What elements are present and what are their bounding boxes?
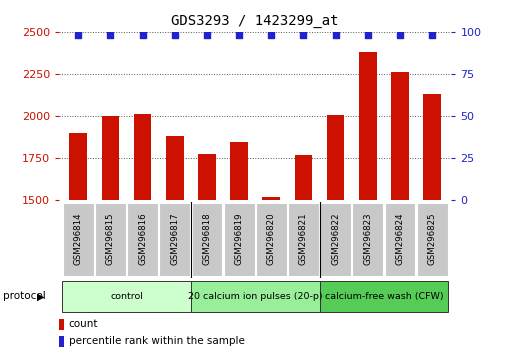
- Bar: [391, 72, 409, 200]
- Point: [267, 33, 275, 38]
- Text: GSM296815: GSM296815: [106, 212, 115, 265]
- Bar: [69, 133, 87, 200]
- Point: [139, 33, 147, 38]
- Bar: [417, 203, 447, 276]
- Point: [428, 33, 436, 38]
- Bar: [320, 203, 351, 276]
- Text: GSM296821: GSM296821: [299, 212, 308, 265]
- Bar: [59, 336, 64, 347]
- Bar: [102, 116, 120, 200]
- Text: protocol: protocol: [3, 291, 45, 302]
- Text: GSM296820: GSM296820: [267, 212, 276, 265]
- Point: [171, 33, 179, 38]
- Point: [396, 33, 404, 38]
- Bar: [166, 136, 184, 200]
- Bar: [134, 114, 151, 200]
- Point: [106, 33, 114, 38]
- Text: count: count: [69, 319, 98, 329]
- Point: [74, 33, 83, 38]
- Bar: [198, 154, 216, 200]
- Bar: [191, 281, 320, 312]
- Text: GSM296825: GSM296825: [428, 212, 437, 265]
- Bar: [62, 281, 191, 312]
- Text: calcium-free wash (CFW): calcium-free wash (CFW): [325, 292, 443, 301]
- Point: [203, 33, 211, 38]
- Bar: [256, 203, 287, 276]
- Point: [300, 33, 308, 38]
- Bar: [191, 203, 223, 276]
- Bar: [327, 115, 345, 200]
- Bar: [294, 155, 312, 200]
- Text: 20 calcium ion pulses (20-p): 20 calcium ion pulses (20-p): [188, 292, 323, 301]
- Text: GSM296817: GSM296817: [170, 212, 180, 265]
- Text: GSM296816: GSM296816: [138, 212, 147, 265]
- Bar: [230, 142, 248, 200]
- Bar: [160, 203, 190, 276]
- Point: [331, 33, 340, 38]
- Text: percentile rank within the sample: percentile rank within the sample: [69, 336, 245, 346]
- Bar: [224, 203, 254, 276]
- Bar: [95, 203, 126, 276]
- Text: GSM296818: GSM296818: [203, 212, 211, 265]
- Text: GSM296814: GSM296814: [74, 212, 83, 265]
- Point: [235, 33, 243, 38]
- Text: GSM296824: GSM296824: [396, 212, 404, 265]
- Bar: [263, 196, 280, 200]
- Bar: [59, 319, 64, 330]
- Bar: [127, 203, 158, 276]
- Text: GSM296822: GSM296822: [331, 212, 340, 265]
- Text: GSM296819: GSM296819: [234, 212, 244, 264]
- Bar: [352, 203, 383, 276]
- Point: [364, 33, 372, 38]
- Bar: [63, 203, 94, 276]
- Bar: [385, 203, 416, 276]
- Text: ▶: ▶: [37, 291, 45, 302]
- Bar: [359, 52, 377, 200]
- Text: control: control: [110, 292, 143, 301]
- Bar: [423, 94, 441, 200]
- Bar: [320, 281, 448, 312]
- Bar: [288, 203, 319, 276]
- Title: GDS3293 / 1423299_at: GDS3293 / 1423299_at: [171, 14, 339, 28]
- Text: GSM296823: GSM296823: [363, 212, 372, 265]
